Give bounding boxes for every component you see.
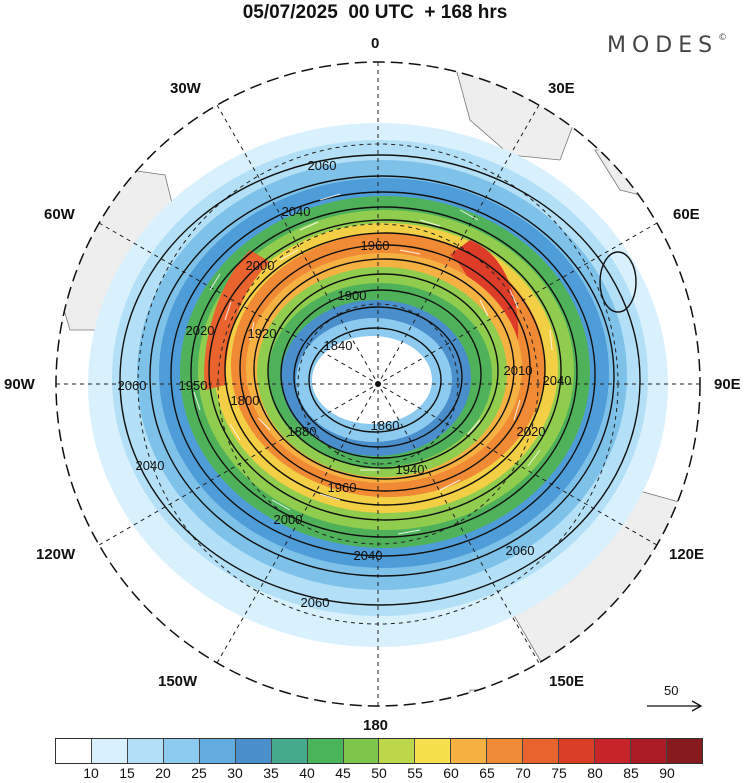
reference-vector bbox=[647, 700, 703, 712]
colorbar-swatch bbox=[523, 739, 560, 763]
contour-label: 2060 bbox=[118, 378, 147, 393]
land-indian-ocean-islands bbox=[594, 149, 661, 201]
contour-label: 1800 bbox=[231, 393, 260, 408]
colorbar-tick-label: 45 bbox=[335, 765, 351, 781]
contour-label: 2040 bbox=[282, 204, 311, 219]
colorbar-tick-label: 90 bbox=[659, 765, 675, 781]
colorbar-swatch bbox=[235, 739, 272, 763]
map-title: 05/07/2025 00 UTC + 168 hrs bbox=[242, 2, 508, 23]
colorbar-swatch bbox=[451, 739, 488, 763]
colorbar-swatch bbox=[127, 739, 164, 763]
colorbar-swatch bbox=[91, 739, 128, 763]
contour-label: 1900 bbox=[338, 288, 367, 303]
colorbar-tick-label: 20 bbox=[155, 765, 171, 781]
colorbar-tick-label: 10 bbox=[83, 765, 99, 781]
wind-vectors bbox=[193, 193, 553, 535]
colorbar-swatch bbox=[56, 739, 92, 763]
contour-label: 2040 bbox=[136, 458, 165, 473]
contour-label: 2060 bbox=[506, 543, 535, 558]
colorbar-swatch bbox=[631, 739, 667, 763]
contour-label: 2000 bbox=[274, 512, 303, 527]
lon-label-120e: 120E bbox=[669, 546, 705, 563]
contour-label: 2060 bbox=[308, 158, 337, 173]
land-new-zealand bbox=[469, 689, 506, 706]
contour-label: 1950 bbox=[179, 378, 208, 393]
colorbar-swatch bbox=[559, 739, 596, 763]
colorbar-tick-label: 30 bbox=[227, 765, 243, 781]
lon-label-90e: 90E bbox=[714, 376, 741, 393]
colorbar-swatch bbox=[343, 739, 380, 763]
colorbar-swatch bbox=[307, 739, 344, 763]
contour-label: 2010 bbox=[504, 363, 533, 378]
contour-label: 1840 bbox=[324, 338, 353, 353]
contour-label: 2000 bbox=[246, 258, 275, 273]
contour-label: 1860 bbox=[371, 418, 400, 433]
colorbar-tick-label: 80 bbox=[587, 765, 603, 781]
colorbar-swatch bbox=[487, 739, 524, 763]
closed-contour-indian-ocean bbox=[599, 251, 637, 313]
lon-label-90w: 90W bbox=[4, 376, 35, 393]
colorbar-swatch bbox=[163, 739, 200, 763]
map-boundary bbox=[55, 61, 701, 707]
lon-label-180: 180 bbox=[363, 717, 389, 734]
brand-logo: MODES© bbox=[607, 33, 728, 58]
colorbar-tick-label: 15 bbox=[119, 765, 135, 781]
contour-label: 2020 bbox=[517, 424, 546, 439]
contour-label: 1880 bbox=[288, 424, 317, 439]
colorbar-tick-label: 50 bbox=[371, 765, 387, 781]
colorbar-swatch bbox=[415, 739, 452, 763]
colorbar-swatch bbox=[666, 739, 702, 763]
colorbar-ticks: 10 15 20 25 30 35 40 45 50 55 60 65 70 75 80 85 90 bbox=[55, 765, 703, 783]
south-pole-marker bbox=[375, 381, 381, 387]
contour-label: 2020 bbox=[186, 323, 215, 338]
colorbar-swatch bbox=[271, 739, 308, 763]
contour-label: 1960 bbox=[328, 480, 357, 495]
colorbar bbox=[55, 738, 703, 764]
contour-label: 2060 bbox=[301, 595, 330, 610]
colorbar-swatch bbox=[199, 739, 236, 763]
colorbar-tick-label: 85 bbox=[623, 765, 639, 781]
lon-label-150w: 150W bbox=[158, 673, 198, 690]
contour-label: 1960 bbox=[361, 238, 390, 253]
contour-label: 2040 bbox=[354, 548, 383, 563]
contour-label: 1940 bbox=[396, 462, 425, 477]
colorbar-swatch bbox=[595, 739, 631, 763]
lon-label-150e: 150E bbox=[549, 673, 585, 690]
lon-label-60e: 60E bbox=[673, 206, 700, 223]
colorbar-tick-label: 25 bbox=[191, 765, 207, 781]
colorbar-tick-label: 65 bbox=[479, 765, 495, 781]
colorbar-tick-label: 60 bbox=[443, 765, 459, 781]
colorbar-tick-label: 75 bbox=[551, 765, 567, 781]
colorbar-tick-label: 70 bbox=[515, 765, 531, 781]
lon-label-120w: 120W bbox=[36, 546, 76, 563]
height-contours bbox=[119, 154, 641, 606]
colorbar-swatch bbox=[379, 739, 416, 763]
lon-label-30w: 30W bbox=[170, 80, 201, 97]
colorbar-tick-label: 55 bbox=[407, 765, 423, 781]
contour-label: 1920 bbox=[248, 326, 277, 341]
colorbar-tick-label: 35 bbox=[263, 765, 279, 781]
lon-label-60w: 60W bbox=[44, 206, 75, 223]
colorbar-tick-label: 40 bbox=[299, 765, 315, 781]
lon-label-30e: 30E bbox=[548, 80, 575, 97]
reference-vector-label: 50 bbox=[664, 683, 679, 698]
contour-label: 2040 bbox=[543, 373, 572, 388]
lon-label-0: 0 bbox=[371, 35, 380, 52]
